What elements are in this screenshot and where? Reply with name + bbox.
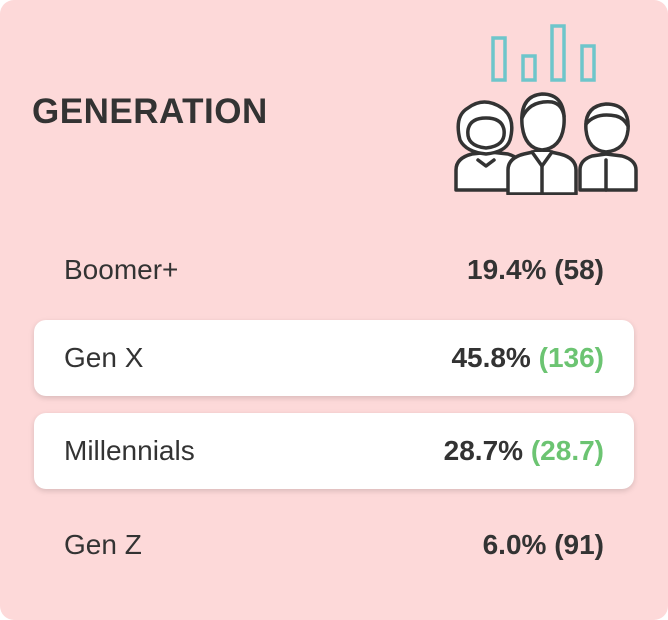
row-percent: 28.7% <box>443 435 524 466</box>
generation-row-gen-x: Gen X 45.8% (136) <box>34 320 634 396</box>
card-title: GENERATION <box>32 92 268 131</box>
row-value: 45.8% (136) <box>451 342 604 374</box>
generation-row-millennials: Millennials 28.7% (28.7) <box>34 413 634 489</box>
row-label: Millennials <box>64 435 195 466</box>
people-with-bar-chart-icon <box>454 24 638 195</box>
row-label: Gen X <box>64 342 144 373</box>
row-value: 19.4% (58) <box>467 254 604 286</box>
row-percent: 19.4% <box>467 254 547 285</box>
row-value: 28.7% (28.7) <box>444 435 604 467</box>
row-count: (91) <box>554 529 604 560</box>
row-count: (28.7) <box>530 435 604 466</box>
row-percent: 45.8% <box>451 342 531 373</box>
generation-row-gen-z: Gen Z 6.0% (91) <box>34 507 634 583</box>
row-label: Boomer+ <box>64 254 179 285</box>
row-count: (58) <box>554 254 604 285</box>
row-percent: 6.0% <box>482 529 547 560</box>
row-label: Gen Z <box>64 529 142 560</box>
generation-row-boomer: Boomer+ 19.4% (58) <box>34 232 634 308</box>
row-value: 6.0% (91) <box>483 529 604 561</box>
row-count: (136) <box>538 342 604 373</box>
